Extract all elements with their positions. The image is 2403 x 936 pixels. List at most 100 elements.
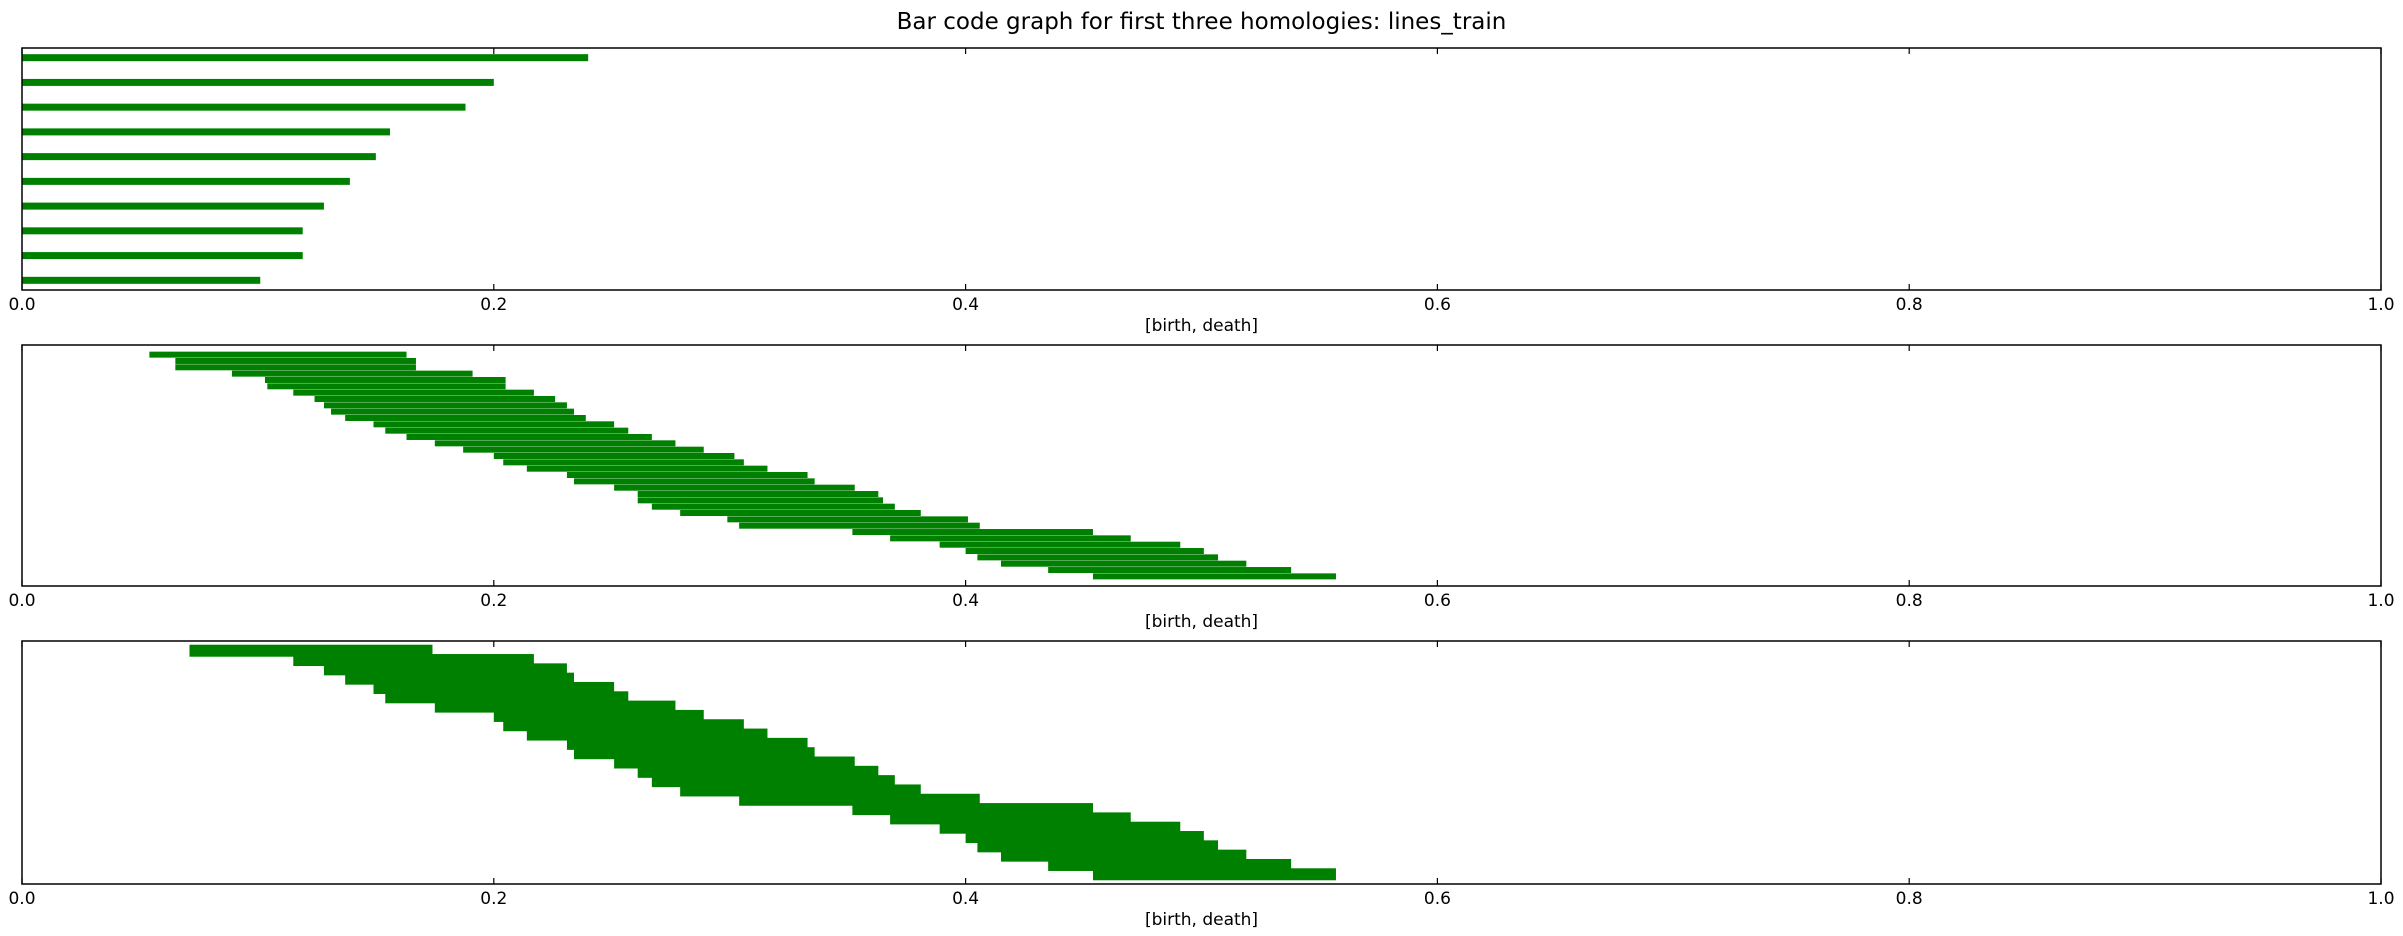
bar-2-21 — [574, 478, 815, 485]
bar-1-3 — [22, 103, 466, 111]
x-tick-label-2-6: 1.0 — [2367, 591, 2394, 611]
x-tick-label-2-1: 0.0 — [8, 591, 35, 611]
bar-2-8 — [314, 395, 556, 402]
x-tick-label-3-3: 0.4 — [952, 889, 979, 909]
bar-3-14 — [637, 765, 879, 778]
bar-3-15 — [651, 775, 895, 788]
bar-2-33 — [977, 554, 1219, 561]
x-axis-label-2: [birth, death] — [1145, 612, 1258, 632]
bar-2-27 — [727, 516, 968, 523]
bar-1-1 — [22, 54, 589, 62]
bar-2-17 — [493, 453, 735, 459]
x-tick-label-2-3: 0.4 — [952, 591, 979, 611]
bar-2-9 — [323, 402, 567, 409]
x-tick-label-1-3: 0.4 — [952, 295, 979, 315]
bar-2-34 — [1000, 560, 1247, 567]
bar-3-9 — [503, 719, 744, 732]
bar-2-22 — [614, 484, 855, 491]
bar-1-4 — [22, 128, 390, 136]
x-tick-label-1-5: 0.8 — [1896, 295, 1923, 315]
bar-3-18 — [852, 803, 1093, 816]
bar-3-11 — [566, 737, 808, 750]
bar-3-6 — [385, 691, 629, 704]
bar-2-31 — [939, 541, 1181, 548]
x-tick-label-1-2: 0.2 — [480, 295, 507, 315]
x-tick-label-3-5: 0.8 — [1896, 889, 1923, 909]
bar-3-5 — [373, 681, 615, 694]
bar-2-24 — [637, 497, 884, 504]
axes-frame-2 — [21, 344, 2382, 587]
axes-frame-1 — [21, 47, 2382, 291]
bar-1-2 — [22, 78, 494, 86]
barcode-panel-2: 0.0 0.2 0.4 0.6 0.8 1.0 [birth, death] — [8, 344, 2395, 632]
bar-2-14 — [406, 433, 652, 440]
x-tick-label-3-4: 0.6 — [1424, 889, 1451, 909]
x-tick-label-1-4: 0.6 — [1424, 295, 1451, 315]
bar-2-16 — [463, 446, 704, 453]
bar-2-1 — [149, 351, 407, 358]
bar-3-20 — [939, 821, 1181, 834]
x-axis-label-1: [birth, death] — [1145, 316, 1258, 336]
x-tick-label-2-4: 0.6 — [1424, 591, 1451, 611]
bar-2-26 — [680, 510, 921, 517]
bar-2-25 — [651, 503, 895, 510]
barcode-panel-3: 0.0 0.2 0.4 0.6 0.8 1.0 [birth, death] — [8, 640, 2395, 930]
bar-2-12 — [373, 421, 615, 428]
bar-3-4 — [345, 672, 574, 685]
bar-2-32 — [965, 548, 1204, 555]
bar-3-17 — [739, 793, 980, 806]
bar-2-5 — [264, 376, 506, 383]
bar-3-7 — [434, 700, 676, 713]
bar-3-16 — [680, 784, 921, 797]
bar-2-18 — [503, 459, 744, 466]
bar-3-21 — [965, 831, 1204, 844]
bar-3-24 — [1048, 858, 1292, 871]
bar-3-10 — [526, 728, 768, 741]
x-tick-label-3-6: 1.0 — [2367, 889, 2394, 909]
bar-2-19 — [526, 465, 768, 472]
bar-1-5 — [22, 153, 376, 161]
x-tick-label-1-6: 1.0 — [2367, 295, 2394, 315]
bar-2-20 — [566, 472, 808, 478]
bar-2-3 — [175, 364, 416, 371]
figure-title: Bar code graph for first three homologie… — [897, 9, 1507, 35]
bar-2-11 — [345, 414, 586, 421]
x-axis-label-3: [birth, death] — [1145, 910, 1258, 930]
x-tick-label-2-2: 0.2 — [480, 591, 507, 611]
bar-2-30 — [890, 535, 1131, 542]
bar-2-23 — [637, 491, 879, 498]
bar-3-1 — [189, 644, 433, 657]
bar-2-13 — [385, 427, 629, 434]
bar-3-23 — [1000, 849, 1247, 862]
bar-2-6 — [267, 383, 506, 390]
bar-2-28 — [739, 522, 980, 529]
bar-1-7 — [22, 202, 324, 210]
bar-1-9 — [22, 252, 303, 260]
barcode-panel-1: 0.0 0.2 0.4 0.6 0.8 1.0 [birth, death] — [8, 47, 2395, 336]
x-tick-label-2-5: 0.8 — [1896, 591, 1923, 611]
bar-3-22 — [977, 840, 1219, 853]
axes-frame-3 — [21, 640, 2382, 885]
bar-2-4 — [231, 370, 473, 377]
bar-1-10 — [22, 276, 261, 284]
bar-3-13 — [614, 756, 855, 769]
bar-2-10 — [331, 408, 575, 415]
x-tick-label-1-1: 0.0 — [8, 295, 35, 315]
bar-3-12 — [574, 747, 815, 760]
x-tick-label-3-2: 0.2 — [480, 889, 507, 909]
bar-2-15 — [434, 440, 676, 447]
bar-3-3 — [323, 663, 567, 676]
bar-2-29 — [852, 529, 1093, 536]
bar-1-6 — [22, 177, 350, 185]
bar-3-19 — [890, 812, 1131, 825]
bar-3-2 — [293, 654, 534, 667]
bar-2-36 — [1092, 573, 1336, 580]
bar-2-7 — [293, 389, 534, 396]
bar-3-8 — [493, 709, 704, 722]
x-tick-label-3-1: 0.0 — [8, 889, 35, 909]
bar-2-2 — [175, 357, 416, 364]
bar-2-35 — [1048, 567, 1292, 574]
bar-1-8 — [22, 227, 303, 235]
bar-3-25 — [1092, 868, 1336, 881]
